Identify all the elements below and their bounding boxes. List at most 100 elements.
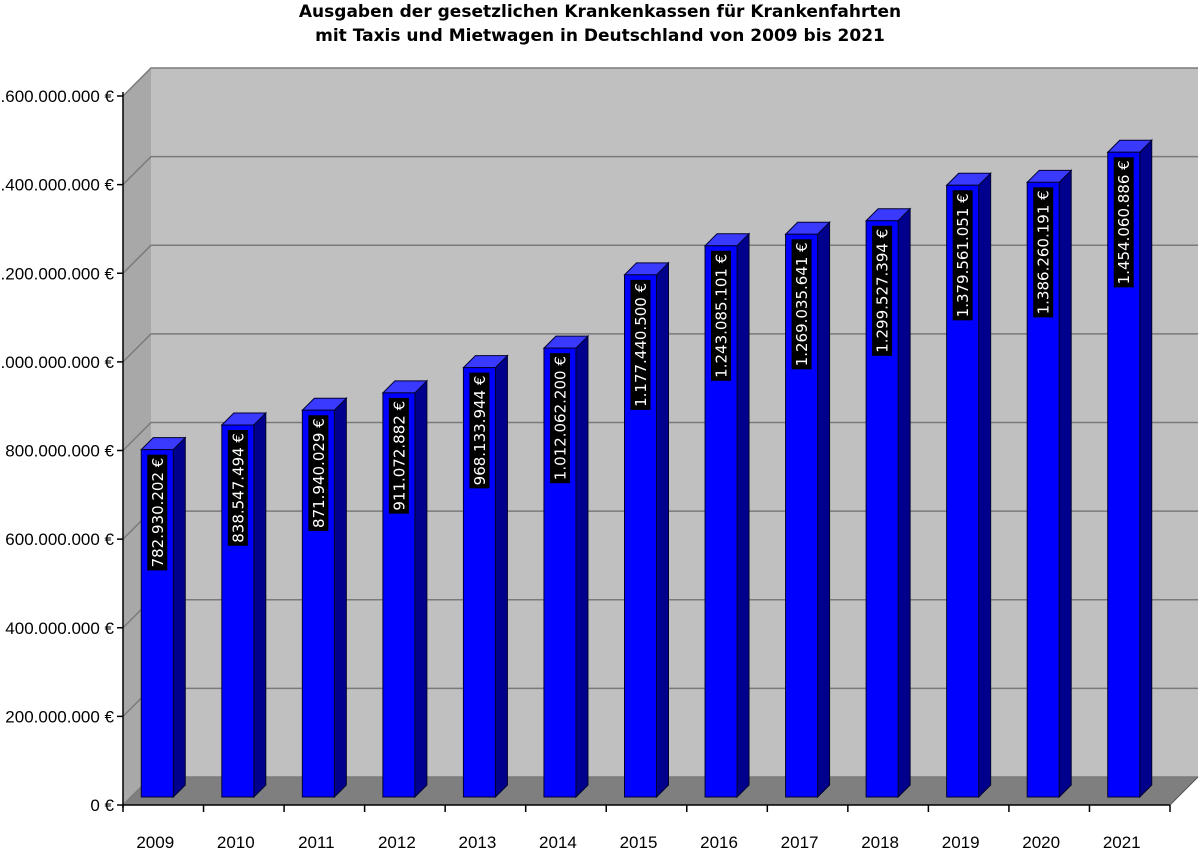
bar-value-label-box [872, 225, 893, 356]
bar-2014: 1.012.062.200 € [542, 334, 590, 799]
bar-front [462, 367, 496, 798]
bar-value-text: 1.386.260.191 € [1035, 190, 1053, 314]
bar-2021: 1.454.060.886 € [1106, 139, 1153, 799]
y-tick-label: 200.000.000 € [5, 707, 114, 726]
y-tick-label: 1.400.000.000 € [0, 176, 115, 195]
bar-2020: 1.386.260.191 € [1025, 169, 1073, 799]
y-tick-label: 1.000.000.000 € [0, 353, 115, 372]
bar-2015: 1.177.440.500 € [623, 261, 670, 799]
bar-value-text: 871.940.029 € [310, 418, 328, 528]
gridline [122, 244, 1198, 274]
bar-value-label-box [711, 250, 732, 381]
bar-front [1026, 181, 1060, 798]
bar-2012: 911.072.882 € [381, 379, 429, 799]
bar-value-label: 1.177.440.500 € [630, 279, 651, 410]
bar-value-label: 782.930.202 € [147, 454, 168, 571]
floor-edge [1169, 776, 1199, 806]
y-tick-label: 1.600.000.000 € [0, 87, 115, 106]
x-tick-label: 2013 [459, 833, 497, 850]
x-tick-label: 2018 [861, 833, 899, 850]
bar-value-label: 871.940.029 € [308, 415, 329, 531]
bar-side [978, 172, 992, 799]
bar-value-text: 968.133.944 € [471, 376, 489, 486]
bar-side [333, 397, 347, 799]
bar-value-label-box [147, 454, 168, 571]
bar-value-label: 1.243.085.101 € [711, 250, 732, 381]
bar-value-label: 1.386.260.191 € [1033, 187, 1054, 318]
bar-value-label: 968.133.944 € [469, 372, 490, 489]
x-tick-label: 2011 [298, 833, 335, 850]
bar-2019: 1.379.561.051 € [945, 172, 992, 799]
bar-side [817, 221, 831, 799]
bar-value-label: 1.379.561.051 € [952, 190, 973, 321]
bar-value-label-box [388, 397, 409, 514]
bar-2009: 782.930.202 € [140, 436, 187, 799]
bar-value-label-box [227, 430, 248, 546]
bars: 782.930.202 € 838.547.494 € 871.940.029 € 9… [140, 139, 1153, 799]
bar-value-label: 1.012.062.200 € [549, 353, 570, 484]
chart-title-line-1: Ausgaben der gesetzlichen Krankenkassen … [298, 2, 902, 22]
x-tick-label: 2020 [1022, 833, 1060, 850]
bar-side [1058, 169, 1072, 799]
bar-value-text: 1.299.527.394 € [874, 229, 892, 353]
bar-value-label-box [791, 239, 812, 370]
x-tick-label: 2015 [620, 833, 658, 850]
bar-2010: 838.547.494 € [220, 411, 268, 799]
y-tick-label: 600.000.000 € [5, 530, 114, 549]
y-tick-label: 0 € [90, 796, 114, 815]
bar-value-text: 1.454.060.886 € [1115, 160, 1133, 284]
gridline [122, 333, 1198, 363]
bar-value-text: 1.177.440.500 € [632, 283, 650, 407]
bar-value-text: 1.012.062.200 € [551, 356, 569, 480]
bar-value-label-box [952, 190, 973, 321]
bar-side [575, 334, 589, 799]
bar-value-text: 838.547.494 € [229, 433, 247, 543]
x-tick-label: 2021 [1103, 833, 1141, 850]
bar-2011: 871.940.029 € [301, 397, 348, 799]
chart-title: Ausgaben der gesetzlichen Krankenkassen … [0, 0, 1200, 48]
bar-value-text: 1.379.561.051 € [954, 193, 972, 317]
bar-value-label-box [630, 279, 651, 410]
bar-side [253, 411, 267, 799]
x-tick-label: 2016 [700, 833, 738, 850]
x-tick-label: 2014 [539, 833, 577, 850]
bar-value-label-box [1033, 187, 1054, 318]
y-axis-ticks: 0 € 200.000.000 € 400.000.000 € 600.000.000… [0, 87, 123, 815]
bar-value-label: 1.269.035.641 € [791, 239, 812, 370]
bar-value-label-box [1113, 157, 1134, 288]
y-tick-label: 400.000.000 € [5, 619, 114, 638]
bar-value-label: 1.299.527.394 € [872, 225, 893, 356]
bar-value-text: 782.930.202 € [149, 458, 167, 568]
bar-value-label: 911.072.882 € [388, 397, 409, 514]
bar-side [1139, 139, 1153, 799]
x-tick-label: 2010 [217, 833, 255, 850]
bar-side [736, 232, 750, 799]
bar-value-label-box [469, 372, 490, 489]
bar-value-text: 1.243.085.101 € [713, 254, 731, 378]
bar-2017: 1.269.035.641 € [784, 221, 831, 799]
bar-side [414, 379, 428, 799]
bar-2018: 1.299.527.394 € [864, 207, 912, 799]
bar-2016: 1.243.085.101 € [703, 232, 751, 799]
gridline [122, 67, 1198, 97]
x-tick-label: 2019 [942, 833, 980, 850]
bar-side [172, 436, 186, 799]
x-tick-label: 2012 [378, 833, 416, 850]
y-tick-label: 1.200.000.000 € [0, 264, 115, 283]
chart-title-line-2: mit Taxis und Mietwagen in Deutschland v… [315, 26, 885, 46]
gridline [122, 421, 1198, 452]
bar-value-label-box [549, 353, 570, 484]
bar-value-label: 838.547.494 € [227, 430, 248, 546]
y-tick-label: 800.000.000 € [5, 442, 114, 461]
x-tick-label: 2017 [781, 833, 819, 850]
x-tick-label: 2009 [136, 833, 174, 850]
bar-value-text: 1.269.035.641 € [793, 242, 811, 366]
bar-value-label: 1.454.060.886 € [1113, 157, 1134, 288]
bar-side [494, 354, 508, 799]
bar-2013: 968.133.944 € [462, 354, 509, 799]
bar-side [897, 207, 911, 799]
bar-value-text: 911.072.882 € [390, 401, 408, 511]
gridline [122, 155, 1198, 186]
bar-value-label-box [308, 415, 329, 531]
